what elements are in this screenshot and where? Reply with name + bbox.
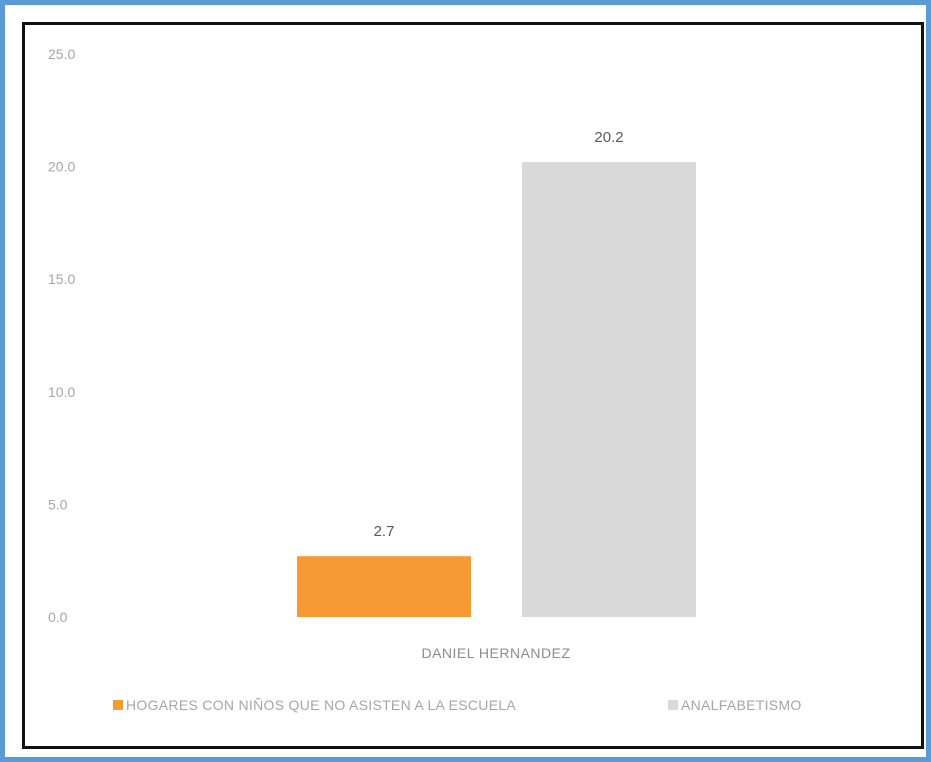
legend-label: HOGARES CON NIÑOS QUE NO ASISTEN A LA ES… [126, 697, 516, 713]
legend: HOGARES CON NIÑOS QUE NO ASISTEN A LA ES… [113, 697, 802, 713]
y-axis: 0.0 5.0 10.0 15.0 20.0 25.0 [48, 46, 75, 625]
bars [297, 162, 696, 617]
legend-label: ANALFABETISMO [681, 697, 802, 713]
legend-swatch [668, 700, 678, 710]
y-tick-label: 25.0 [48, 46, 75, 62]
y-tick-label: 20.0 [48, 159, 75, 175]
chart-area [22, 22, 924, 749]
x-axis: DANIEL HERNANDEZ [421, 645, 570, 661]
x-category-label: DANIEL HERNANDEZ [421, 645, 570, 661]
y-tick-label: 0.0 [48, 609, 68, 625]
bar-hogares-sin-escuela [297, 556, 471, 617]
y-tick-label: 15.0 [48, 271, 75, 287]
legend-swatch [113, 700, 123, 710]
bar-analfabetismo [522, 162, 696, 617]
y-tick-label: 5.0 [48, 496, 68, 512]
data-labels: 2.7 20.2 [374, 129, 624, 540]
y-tick-label: 10.0 [48, 384, 75, 400]
data-label: 20.2 [594, 129, 623, 146]
data-label: 2.7 [374, 523, 395, 540]
